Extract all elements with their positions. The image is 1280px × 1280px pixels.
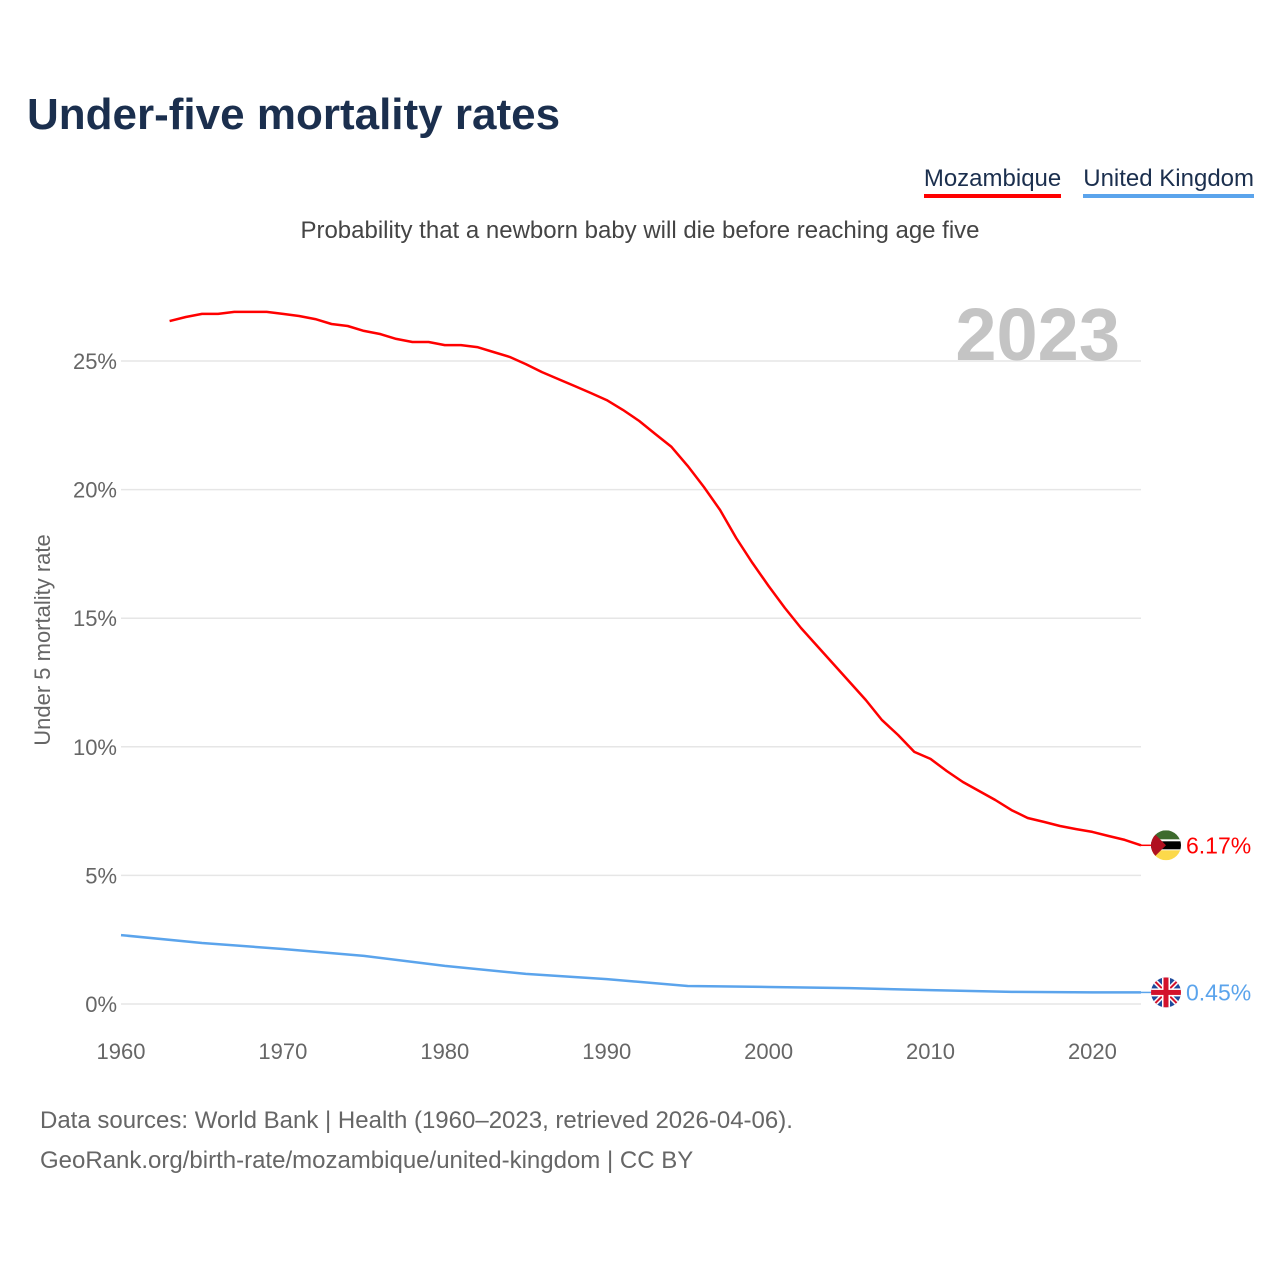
footer-link[interactable]: GeoRank.org/birth-rate/mozambique/united… <box>40 1147 694 1174</box>
x-tick-label: 1970 <box>258 1039 307 1064</box>
chart-title: Under-five mortality rates <box>27 90 561 139</box>
x-tick-label: 2020 <box>1068 1039 1117 1064</box>
x-tick-label: 2010 <box>906 1039 955 1064</box>
y-tick-label: 5% <box>85 863 117 888</box>
y-tick-label: 0% <box>85 992 117 1017</box>
series-line-united-kingdom <box>120 933 1141 994</box>
mozambique-flag-icon <box>1151 830 1181 861</box>
x-tick-label: 1960 <box>97 1039 146 1064</box>
chart-subtitle: Probability that a newborn baby will die… <box>300 217 980 244</box>
y-tick-label: 15% <box>73 606 117 631</box>
end-value-label: 6.17% <box>1186 832 1251 858</box>
x-tick-label: 1980 <box>420 1039 469 1064</box>
x-tick-label: 1990 <box>582 1039 631 1064</box>
y-tick-label: 25% <box>73 349 117 374</box>
y-axis-label: Under 5 mortality rate <box>30 534 55 746</box>
year-annotation: 2023 <box>955 293 1120 376</box>
y-tick-label: 20% <box>73 478 117 503</box>
legend: Mozambique United Kingdom <box>923 165 1254 198</box>
end-value-label: 0.45% <box>1186 979 1251 1005</box>
footer-sources: Data sources: World Bank | Health (1960–… <box>40 1107 793 1134</box>
y-tick-label: 10% <box>73 735 117 760</box>
uk-flag-icon <box>1151 977 1181 1008</box>
x-tick-label: 2000 <box>744 1039 793 1064</box>
legend-item-united-kingdom[interactable]: United Kingdom <box>1083 165 1254 198</box>
legend-item-mozambique[interactable]: Mozambique <box>923 165 1062 198</box>
series-line-mozambique <box>169 310 1142 847</box>
